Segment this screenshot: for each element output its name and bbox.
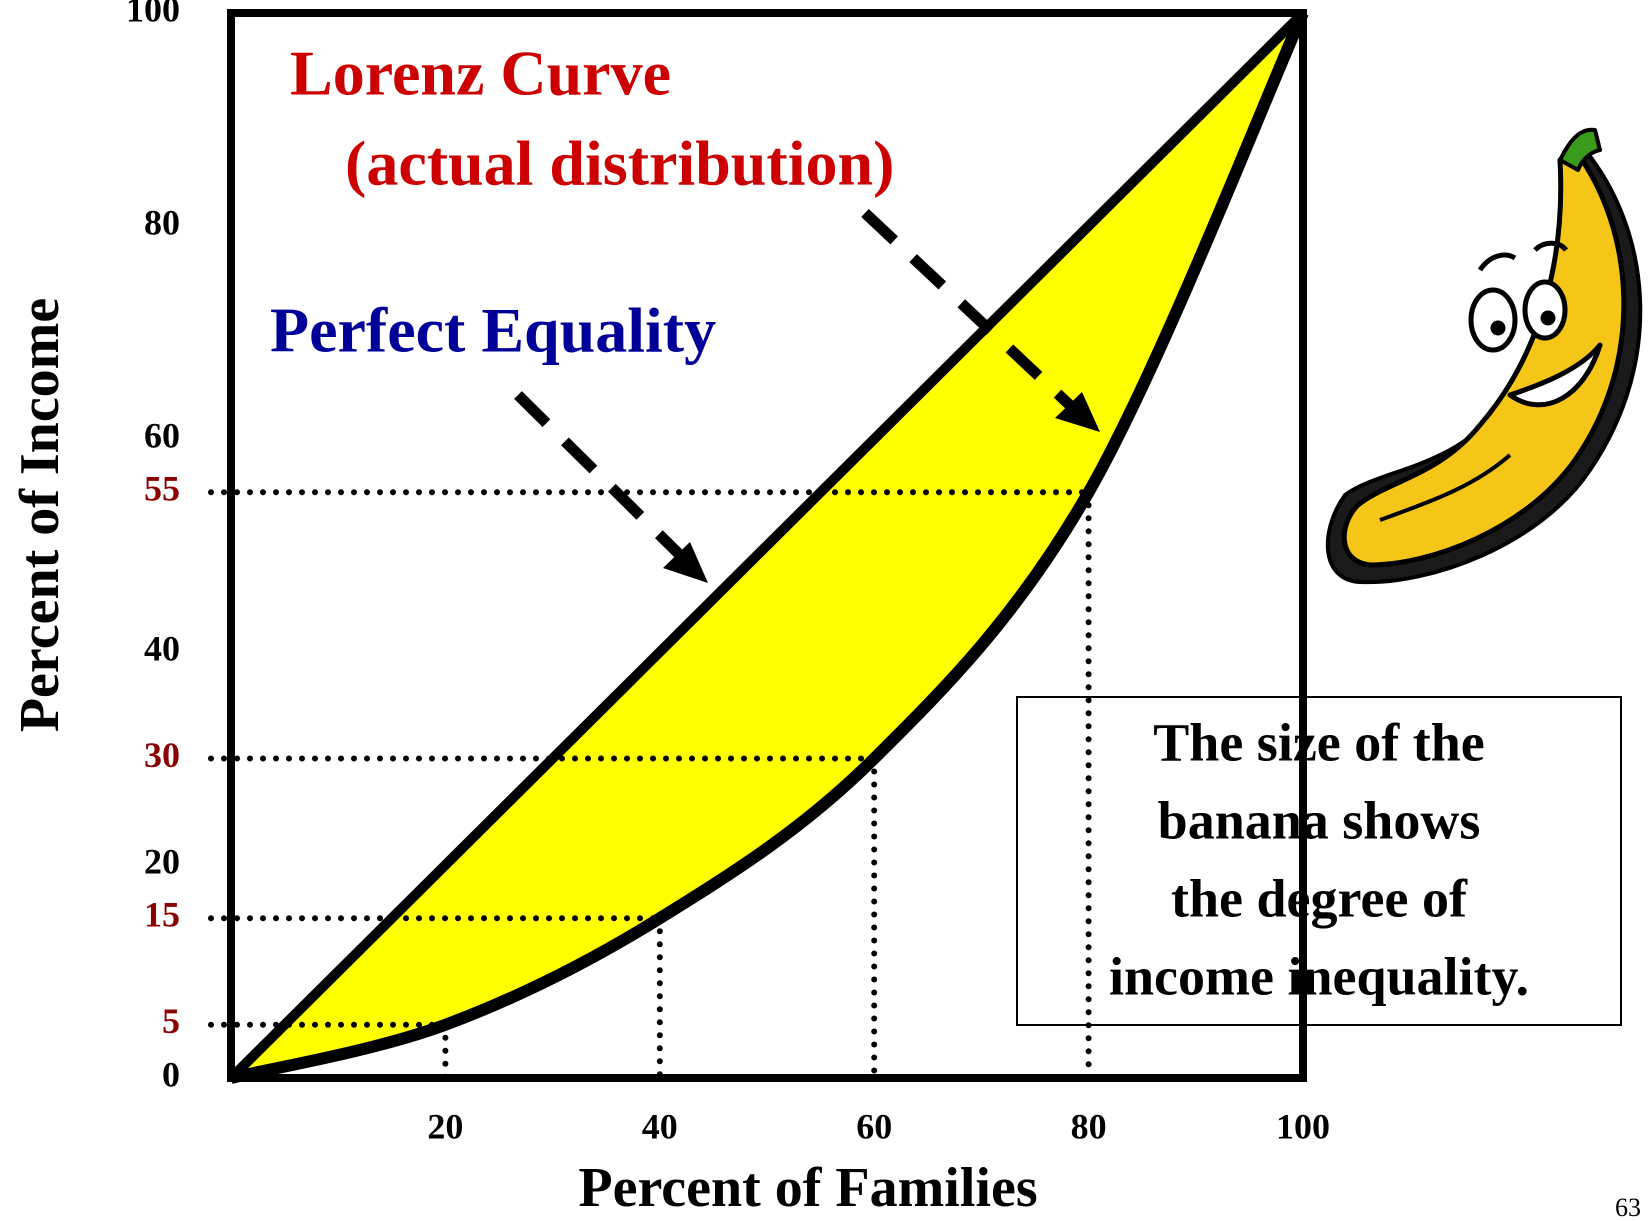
banana-illustration: [1328, 130, 1640, 582]
y-tick-label: 60: [144, 415, 180, 455]
y-tick-label: 30: [144, 735, 180, 775]
note-text: The size of the: [1153, 712, 1484, 772]
annotation: Lorenz Curve: [290, 38, 671, 109]
note-text: the degree of: [1171, 868, 1468, 928]
annotation: Perfect Equality: [270, 295, 716, 366]
y-tick-label: 100: [126, 0, 180, 29]
slide: 63 0 5 15 20 30 40 55 60 80 100 20 40 60 80 100 Percent…: [0, 0, 1648, 1221]
y-tick-label: 5: [162, 1001, 180, 1041]
note-text: income inequality.: [1109, 946, 1529, 1006]
y-tick-label: 40: [144, 628, 180, 668]
note-text: banana shows: [1158, 790, 1481, 850]
y-tick-label: 80: [144, 202, 180, 242]
page-number: 63: [1615, 1193, 1641, 1221]
y-tick-label: 0: [162, 1054, 180, 1094]
x-axis-label: Percent of Families: [578, 1157, 1037, 1219]
x-tick-label: 60: [856, 1106, 892, 1146]
y-axis-label: Percent of Income: [9, 298, 71, 732]
arrow-equality: [518, 395, 685, 560]
x-tick-label: 100: [1276, 1106, 1330, 1146]
x-tick-label: 80: [1071, 1106, 1107, 1146]
x-tick-label: 40: [642, 1106, 678, 1146]
y-tick-label: 20: [144, 841, 180, 881]
y-tick-label: 15: [144, 895, 180, 935]
annotation: (actual distribution): [345, 128, 894, 199]
y-tick-label: 55: [144, 469, 180, 509]
x-tick-label: 20: [427, 1106, 463, 1146]
